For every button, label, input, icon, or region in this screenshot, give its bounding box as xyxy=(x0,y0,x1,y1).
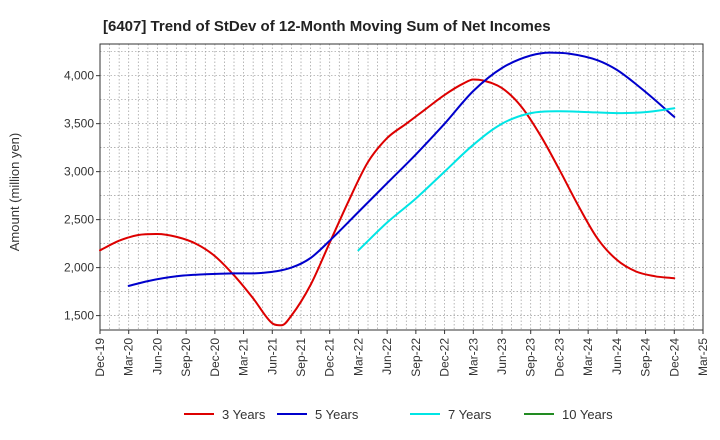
legend-label: 10 Years xyxy=(562,407,613,422)
x-tick-label: Jun-22 xyxy=(380,338,394,375)
x-tick-label: Mar-24 xyxy=(581,338,595,376)
legend-label: 7 Years xyxy=(448,407,492,422)
y-tick-label: 2,500 xyxy=(64,213,94,227)
x-tick-label: Jun-23 xyxy=(495,338,509,375)
series-line-7-years xyxy=(357,107,676,252)
series-line-3-years xyxy=(99,78,676,327)
x-tick-label: Sep-22 xyxy=(409,338,423,377)
chart-title: [6407] Trend of StDev of 12-Month Moving… xyxy=(103,18,551,35)
axes: 1,500 2,000 2,500 3,000 3,500 4,000 Dec-19 Mar-… xyxy=(64,43,710,377)
x-tick-label: Dec-22 xyxy=(438,338,452,377)
x-tick-label: Sep-24 xyxy=(639,338,653,377)
x-tick-label: Dec-21 xyxy=(323,338,337,377)
x-tick-label: Dec-23 xyxy=(552,338,566,377)
y-tick-label: 2,000 xyxy=(64,261,94,275)
x-tick-label: Dec-19 xyxy=(93,338,107,377)
plot-area xyxy=(100,44,703,330)
legend-label: 3 Years xyxy=(222,407,266,422)
x-tick-label: Sep-23 xyxy=(524,338,538,377)
series-line-5-years xyxy=(127,51,676,287)
grid xyxy=(99,44,704,330)
y-tick-label: 4,000 xyxy=(64,69,94,83)
y-tick-label: 1,500 xyxy=(64,309,94,323)
plot-frame xyxy=(99,43,704,331)
legend-label: 5 Years xyxy=(315,407,359,422)
y-axis-label: Amount (million yen) xyxy=(7,133,22,252)
x-tick-label: Mar-23 xyxy=(466,338,480,376)
x-tick-label: Mar-22 xyxy=(351,338,365,376)
x-tick-label: Mar-25 xyxy=(696,338,710,376)
x-tick-label: Jun-20 xyxy=(150,338,164,375)
x-tick-label: Mar-21 xyxy=(237,338,251,376)
series-lines xyxy=(99,51,676,327)
x-tick-label: Jun-24 xyxy=(610,338,624,375)
y-tick-label: 3,000 xyxy=(64,165,94,179)
y-tick-label: 3,500 xyxy=(64,117,94,131)
x-tick-label: Sep-21 xyxy=(294,338,308,377)
x-tick-label: Sep-20 xyxy=(179,338,193,377)
x-tick-label: Mar-20 xyxy=(122,338,136,376)
x-tick-label: Dec-24 xyxy=(667,338,681,377)
x-tick-label: Dec-20 xyxy=(208,338,222,377)
legend: 3 Years 5 Years 7 Years 10 Years xyxy=(184,407,613,422)
x-tick-label: Jun-21 xyxy=(265,338,279,375)
